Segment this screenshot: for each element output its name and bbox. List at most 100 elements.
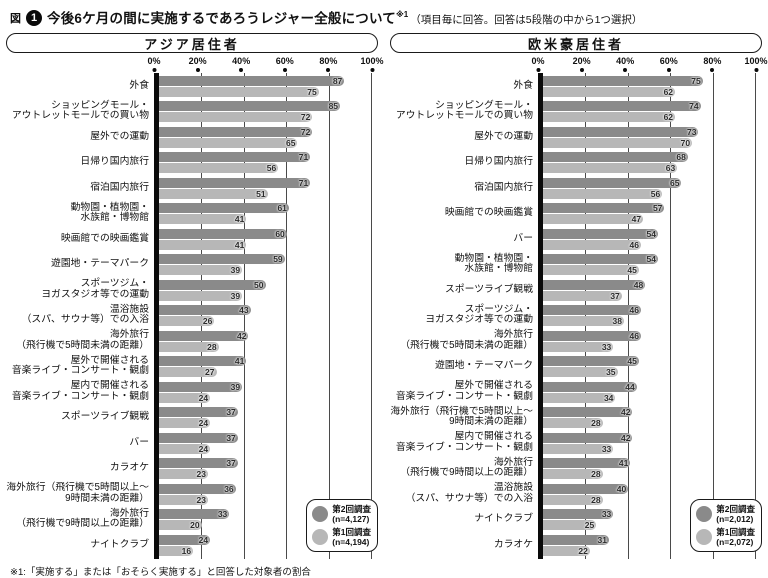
bar-value: 45 [627,265,637,275]
bar-value: 85 [328,101,339,111]
bar-value: 31 [597,534,608,545]
footnote: ※1:「実施する」または「おそらく実施する」と回答した対象者の割合 [10,567,311,578]
bar-row: 48 37 [543,277,756,303]
bar-row: 41 28 [543,456,756,482]
plot-grid: 87 75 85 72 72 65 71 56 71 51 61 41 60 41 59 39 50 39 43 26… [154,73,378,559]
category-label: 温浴施設 （スパ、サウナ等）での入浴 [21,303,149,326]
bar-survey1: 24 [159,418,211,428]
axis-tick: 60% [660,56,678,72]
bar-row: 71 51 [159,175,372,201]
bar-survey1: 46 [543,239,641,250]
plot-area: 0% 20% 40% 60% 80% 100% 75 62 74 62 73 70 68 63… [531,55,768,559]
bar-survey2: 42 [159,330,249,341]
figure-title: 図 1 今後6ケ月の間に実施するであろうレジャー全般について※1 （項目毎に回答。… [0,0,768,31]
bar-value: 25 [584,520,595,530]
bar-value: 39 [230,381,241,392]
category-label: 宿泊国内旅行 [474,181,533,193]
plot-area: 0% 20% 40% 60% 80% 100% 87 75 85 72 72 65 71 56… [147,55,384,559]
bar-survey2: 54 [543,228,659,239]
bar-value: 62 [663,112,674,122]
bar-survey1: 65 [159,137,298,148]
bar-row: 40 28 [543,481,756,507]
bar-value: 20 [190,520,200,530]
bar-survey2: 48 [543,279,646,290]
bar-value: 70 [680,137,691,148]
category-label: 動物園・植物園・ 水族館・博物館 [454,252,533,275]
bar-survey2: 57 [543,203,665,213]
bar-value: 23 [196,494,206,505]
bar-value: 28 [591,418,601,428]
bar-value: 62 [663,86,674,97]
bar-value: 65 [285,137,296,148]
bar-survey1: 28 [543,418,603,428]
category-label: 宿泊国内旅行 [90,181,149,193]
bar-chart: 外食 ショッピングモール・ アウトレットモールでの買い物 屋外での運動 日帰り国内旅行… [390,55,768,559]
x-axis: 0% 20% 40% 60% 80% 100% [531,55,768,73]
axis-tick: 20% [189,56,207,72]
bar-value: 35 [606,367,616,377]
bar-row: 42 28 [159,328,372,354]
bar-value: 24 [198,534,209,545]
bar-survey2: 33 [543,509,614,519]
bar-row: 61 41 [159,201,372,227]
bar-row: 33 25 [543,507,756,533]
bar-survey1: 24 [159,443,211,454]
plot-grid: 75 62 74 62 73 70 68 63 65 56 57 47 54 46 54 45 48 37 46 38… [538,73,762,559]
legend-item-survey2: 第2回調査 (n=2,012) [696,504,755,524]
category-label: 動物園・植物園・ 水族館・博物館 [70,201,149,224]
bar-row: 46 38 [543,303,756,329]
bar-survey1: 72 [159,112,313,122]
bar-value: 24 [198,443,209,454]
legend-label: 第1回調査 [332,527,371,537]
bar-survey1: 63 [543,163,678,173]
panel-title: アジア居住者 [6,33,378,53]
bar-value: 48 [633,279,644,290]
category-labels: 外食 ショッピングモール・ アウトレットモールでの買い物 屋外での運動 日帰り国内旅行… [390,55,538,559]
bar-survey2: 46 [543,330,641,341]
tick-dot [754,68,758,72]
bar-survey1: 41 [159,239,247,250]
bar-survey2: 36 [159,483,236,494]
tick-dot [710,68,715,72]
bar-value: 34 [603,392,614,403]
panel-title-label: アジア居住者 [144,36,240,52]
bar-survey1: 33 [543,443,614,454]
axis-tick: 100% [744,56,768,72]
category-label: 海外旅行 （飛行機で9時間以上の距離） [400,456,533,479]
bar-survey2: 46 [543,305,641,315]
bar-value: 50 [254,279,264,290]
bar-survey2: 68 [543,152,688,162]
category-label: ナイトクラブ [90,538,149,550]
bar-value: 72 [300,112,311,122]
bar-value: 41 [234,239,245,250]
bar-value: 75 [307,86,317,97]
category-label: ショッピングモール・ アウトレットモールでの買い物 [395,99,533,122]
x-axis: 0% 20% 40% 60% 80% 100% [147,55,384,73]
bar-survey1: 22 [543,545,590,556]
bar-row: 37 24 [159,430,372,456]
bar-value: 60 [275,228,285,239]
bar-survey1: 35 [543,367,618,377]
bar-survey1: 45 [543,265,639,275]
bar-value: 42 [620,407,631,417]
bar-survey2: 75 [543,75,703,86]
bar-survey1: 75 [159,86,319,97]
bar-survey1: 28 [159,341,219,352]
bar-value: 74 [689,101,699,111]
bar-value: 43 [239,305,249,315]
bar-value: 46 [629,239,639,250]
axis-tick: 100% [360,56,384,72]
bar-value: 71 [298,152,309,162]
bar-survey1: 34 [543,392,616,403]
bar-survey2: 37 [159,407,238,417]
tick-dot [239,68,244,72]
bar-row: 43 26 [159,303,372,329]
category-label: 温浴施設 （スパ、サウナ等）での入浴 [405,482,533,504]
axis-tick: 0% [147,56,161,72]
bar-survey2: 71 [159,177,311,188]
bar-survey2: 42 [543,432,633,443]
bar-value: 54 [646,254,657,264]
bar-value: 71 [298,177,309,188]
bar-survey1: 47 [543,214,644,224]
